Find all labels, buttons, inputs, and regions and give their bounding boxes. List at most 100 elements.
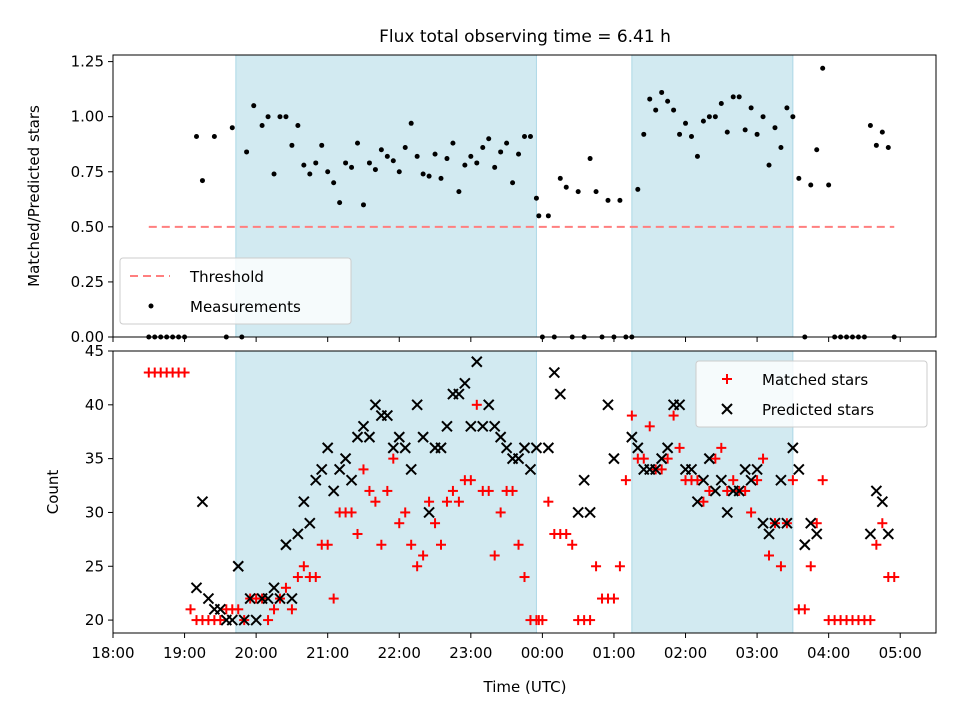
x-tick-label: 22:00 [378,644,421,662]
measurement-point [396,169,402,175]
matched-star-point [608,593,619,604]
measurement-point [444,156,450,162]
measurement-point [778,145,784,151]
cross-b [781,517,793,529]
cross-b [321,442,334,454]
measurement-point [229,125,235,131]
measurement-point [504,140,510,146]
predicted-star-point [381,409,394,422]
cross-b [876,495,889,508]
predicted-star-point [500,442,513,454]
cross-b [864,528,877,540]
cross-b [793,463,805,476]
predicted-star-point [268,582,280,594]
cross-b [608,452,620,465]
predicted-star-point [459,377,471,389]
shaded-interval-1 [631,54,794,338]
predicted-star-point [399,442,411,454]
cross-b [286,592,298,605]
measurement-point [790,114,796,120]
predicted-star-point [327,485,340,497]
cross-b [310,474,322,486]
predicted-star-point [488,420,501,433]
measurement-point [420,171,426,177]
cross-b [787,442,799,454]
x-axis-label: Time (UTC) [483,678,567,696]
measurement-point [408,120,414,126]
matched-star-point [280,582,291,593]
cross-b [733,485,745,497]
predicted-star-point [524,463,537,476]
measurement-point [760,114,766,120]
measurement-point [754,131,760,137]
cross-b [602,399,614,411]
legend-threshold-label: Threshold [189,268,264,286]
measurement-point [432,151,438,157]
matched-star-point [507,485,518,496]
cross-b [333,463,346,476]
predicted-star-point [226,614,238,626]
top-x-ticks [112,337,901,342]
chart-title: Flux total observing time = 6.41 h [379,27,671,47]
cross-b [769,517,781,529]
matched-star-point [746,507,757,518]
measurement-point [438,175,444,181]
cross-b [435,442,447,454]
measurement-point [355,140,361,146]
y-tick-label: 45 [85,342,104,360]
predicted-star-point [632,442,644,454]
measurement-point [486,136,492,142]
matched-star-point [310,572,321,583]
predicted-star-point [250,614,262,626]
measurement-point [605,197,611,203]
measurement-point [557,175,563,181]
measurement-point [271,171,277,177]
cross-b [411,399,423,411]
bottom-panel: 20 25 30 35 40 45 18:00 19:00 20:00 21:00 22:00 23… [44,342,937,696]
measurement-point [331,180,337,186]
matched-star-point [728,475,739,486]
measurement-point [199,178,205,184]
predicted-star-point [876,495,889,508]
predicted-star-point [316,463,328,476]
predicted-star-point [745,474,757,486]
predicted-star-point [435,442,447,454]
cross-b [554,388,566,400]
predicted-star-point [298,495,310,508]
predicted-star-point [602,399,614,411]
predicted-star-point [471,356,483,368]
predicted-star-point [763,528,775,540]
matched-star-point [233,604,244,615]
cross-b [417,431,429,443]
matched-star-point [263,615,274,626]
matched-star-point [483,485,494,496]
cross-b [268,582,280,594]
cross-b [471,356,483,368]
predicted-star-point [691,495,704,508]
measurement-point [718,100,724,106]
matched-star-point [668,410,679,421]
matched-star-point [889,572,900,583]
top-legend-box [119,257,352,325]
measurement-point [593,189,599,195]
matched-star-point [322,539,333,550]
matched-star-point [370,496,381,507]
measurement-point [730,94,736,100]
matched-star-point [453,496,464,507]
predicted-star-point [805,517,817,529]
cross-b [697,474,710,486]
matched-star-point [394,518,405,529]
top-y-axis-label: Matched/Predicted stars [25,105,43,287]
measurement-point [211,134,217,140]
matched-star-point [286,604,297,615]
predicted-star-point [483,399,495,411]
cross-b [500,442,513,454]
matched-star-point [441,496,452,507]
measurement-point [677,131,683,137]
matched-star-point [424,496,435,507]
predicted-star-point [542,442,555,454]
measurement-point [724,129,730,135]
measurement-point [492,164,498,170]
measurement-point [251,103,257,109]
cross-b [757,517,769,529]
